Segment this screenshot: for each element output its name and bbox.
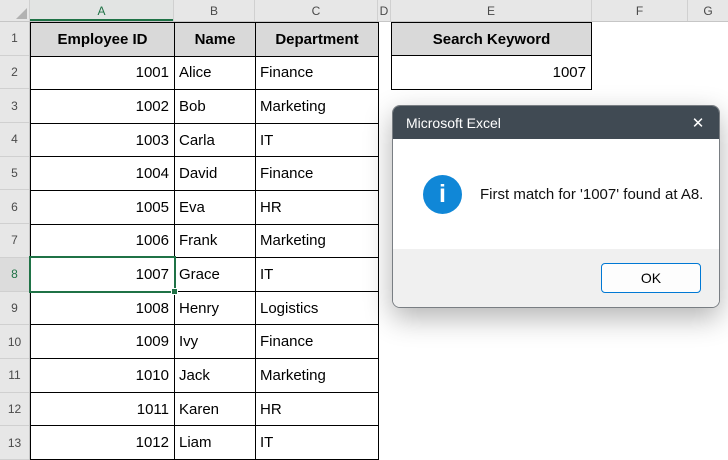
select-all-triangle-icon xyxy=(16,8,27,19)
column-header-f[interactable]: F xyxy=(592,0,688,21)
cell-employee-id[interactable]: 1011 xyxy=(31,392,175,427)
cell-department[interactable]: Finance xyxy=(256,157,379,192)
row-header-11[interactable]: 11 xyxy=(0,359,29,393)
row-header-8[interactable]: 8 xyxy=(0,257,29,292)
cell-name[interactable]: David xyxy=(175,157,256,192)
cell-employee-id[interactable]: 1012 xyxy=(31,426,175,460)
info-icon: i xyxy=(423,174,462,214)
cell-name[interactable]: Bob xyxy=(175,90,256,124)
column-header-g[interactable]: G xyxy=(703,3,713,18)
column-header-e[interactable]: E xyxy=(391,0,592,21)
column-header-c[interactable]: C xyxy=(255,0,378,21)
table-row: 1007 Grace IT xyxy=(31,258,379,292)
cell-employee-id[interactable]: 1002 xyxy=(31,90,175,124)
cell-employee-id[interactable]: 1004 xyxy=(31,157,175,192)
cell-department[interactable]: HR xyxy=(256,392,379,427)
dialog-message: First match for '1007' found at A8. xyxy=(480,185,704,203)
cell-employee-id[interactable]: 1007 xyxy=(31,258,175,292)
cell-department[interactable]: Marketing xyxy=(256,224,379,259)
cell-name[interactable]: Carla xyxy=(175,123,256,158)
cell-department[interactable]: Finance xyxy=(256,325,379,360)
cell-name[interactable]: Ivy xyxy=(175,325,256,360)
cell-employee-id[interactable]: 1008 xyxy=(31,291,175,326)
row-header-13[interactable]: 13 xyxy=(0,426,29,460)
search-keyword-header-cell[interactable]: Search Keyword xyxy=(391,22,592,56)
cell-name[interactable]: Alice xyxy=(175,56,256,91)
column-header-b[interactable]: B xyxy=(174,0,255,21)
msgbox-dialog: Microsoft Excel ✕ i First match for '100… xyxy=(392,105,720,308)
table-header-row: Employee ID Name Department xyxy=(31,23,379,57)
row-header-5[interactable]: 5 xyxy=(0,157,29,191)
dialog-footer: OK xyxy=(393,249,719,307)
row-header-3[interactable]: 3 xyxy=(0,89,29,124)
fill-handle[interactable] xyxy=(171,288,178,295)
cell-name[interactable]: Eva xyxy=(175,191,256,225)
dialog-title: Microsoft Excel xyxy=(406,114,501,131)
row-header-strip: 1 2 3 4 5 6 7 8 9 10 11 12 13 xyxy=(0,22,30,460)
row-header-10[interactable]: 10 xyxy=(0,325,29,359)
table-row: 1008 Henry Logistics xyxy=(31,291,379,326)
cell-employee-id[interactable]: 1005 xyxy=(31,191,175,225)
cell-department[interactable]: HR xyxy=(256,191,379,225)
row-header-6[interactable]: 6 xyxy=(0,190,29,225)
table-row: 1003 Carla IT xyxy=(31,123,379,158)
table-row: 1006 Frank Marketing xyxy=(31,224,379,259)
dialog-titlebar[interactable]: Microsoft Excel ✕ xyxy=(393,106,719,139)
column-header-a[interactable]: A xyxy=(30,0,174,21)
table-row: 1005 Eva HR xyxy=(31,191,379,225)
dialog-body: i First match for '1007' found at A8. xyxy=(393,139,719,249)
cell-department[interactable]: IT xyxy=(256,123,379,158)
row-header-4[interactable]: 4 xyxy=(0,123,29,157)
row-header-9[interactable]: 9 xyxy=(0,292,29,326)
cell-name[interactable]: Jack xyxy=(175,359,256,393)
table-row: 1012 Liam IT xyxy=(31,426,379,460)
cell-employee-id[interactable]: 1003 xyxy=(31,123,175,158)
search-keyword-value-cell[interactable]: 1007 xyxy=(391,55,592,90)
column-header-d[interactable]: D xyxy=(378,0,391,21)
ok-button[interactable]: OK xyxy=(601,263,701,293)
cell-department[interactable]: Marketing xyxy=(256,359,379,393)
column-header-strip: A B C D E F G xyxy=(0,0,728,22)
close-icon: ✕ xyxy=(691,114,705,132)
table-row: 1004 David Finance xyxy=(31,157,379,192)
row-header-7[interactable]: 7 xyxy=(0,224,29,258)
header-employee-id[interactable]: Employee ID xyxy=(31,23,175,57)
cell-employee-id[interactable]: 1006 xyxy=(31,224,175,259)
table-row: 1001 Alice Finance xyxy=(31,56,379,91)
cell-name[interactable]: Frank xyxy=(175,224,256,259)
header-name[interactable]: Name xyxy=(175,23,256,57)
cell-department[interactable]: IT xyxy=(256,426,379,460)
table-row: 1009 Ivy Finance xyxy=(31,325,379,360)
cell-name[interactable]: Liam xyxy=(175,426,256,460)
dialog-close-button[interactable]: ✕ xyxy=(677,106,719,139)
cell-department[interactable]: IT xyxy=(256,258,379,292)
cell-name[interactable]: Karen xyxy=(175,392,256,427)
select-all-corner[interactable] xyxy=(0,0,30,21)
cell-employee-id[interactable]: 1009 xyxy=(31,325,175,360)
cell-department[interactable]: Marketing xyxy=(256,90,379,124)
cell-department[interactable]: Finance xyxy=(256,56,379,91)
header-department[interactable]: Department xyxy=(256,23,379,57)
row-header-12[interactable]: 12 xyxy=(0,393,29,427)
row-header-2[interactable]: 2 xyxy=(0,56,29,90)
cell-employee-id[interactable]: 1001 xyxy=(31,56,175,91)
cell-employee-id[interactable]: 1010 xyxy=(31,359,175,393)
table-row: 1011 Karen HR xyxy=(31,392,379,427)
table-row: 1010 Jack Marketing xyxy=(31,359,379,393)
row-header-1[interactable]: 1 xyxy=(0,22,29,56)
employee-table: Employee ID Name Department 1001 Alice F… xyxy=(30,22,379,460)
cell-name[interactable]: Grace xyxy=(175,258,256,292)
table-row: 1002 Bob Marketing xyxy=(31,90,379,124)
cell-department[interactable]: Logistics xyxy=(256,291,379,326)
cell-name[interactable]: Henry xyxy=(175,291,256,326)
